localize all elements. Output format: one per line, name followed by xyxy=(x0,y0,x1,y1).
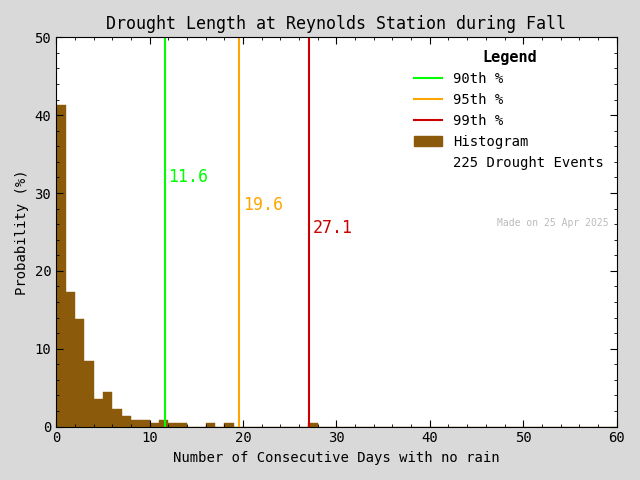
Bar xyxy=(308,423,317,427)
Bar xyxy=(56,105,65,427)
Y-axis label: Probability (%): Probability (%) xyxy=(15,169,29,295)
Bar xyxy=(177,423,187,427)
Text: 19.6: 19.6 xyxy=(243,196,283,214)
Bar xyxy=(112,409,122,427)
Bar xyxy=(84,361,93,427)
X-axis label: Number of Consecutive Days with no rain: Number of Consecutive Days with no rain xyxy=(173,451,500,465)
Bar xyxy=(122,416,131,427)
Text: 11.6: 11.6 xyxy=(168,168,208,186)
Bar xyxy=(131,420,140,427)
Text: Made on 25 Apr 2025: Made on 25 Apr 2025 xyxy=(497,218,608,228)
Text: 27.1: 27.1 xyxy=(313,219,353,237)
Bar xyxy=(103,392,112,427)
Legend: 90th %, 95th %, 99th %, Histogram, 225 Drought Events: 90th %, 95th %, 99th %, Histogram, 225 D… xyxy=(409,44,610,175)
Title: Drought Length at Reynolds Station during Fall: Drought Length at Reynolds Station durin… xyxy=(106,15,566,33)
Bar xyxy=(168,423,177,427)
Bar xyxy=(65,292,75,427)
Bar xyxy=(205,423,215,427)
Bar xyxy=(75,319,84,427)
Bar xyxy=(150,423,159,427)
Bar xyxy=(159,420,168,427)
Bar xyxy=(140,420,150,427)
Bar xyxy=(93,399,103,427)
Bar xyxy=(224,423,234,427)
